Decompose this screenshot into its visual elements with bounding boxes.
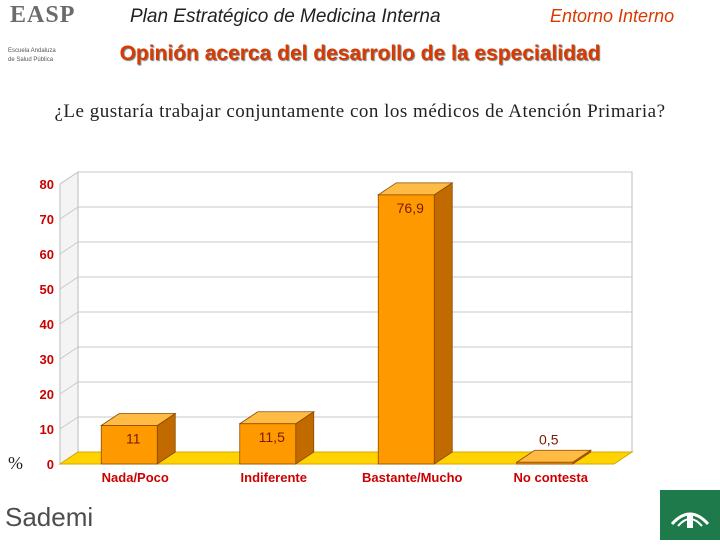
y-tick-label: 30: [40, 352, 54, 367]
easp-logo-line2: de Salud Pública: [8, 57, 54, 63]
y-tick-label: 0: [47, 457, 54, 472]
bar-side: [433, 182, 453, 465]
gridline-side: [59, 311, 79, 325]
bar: [100, 425, 158, 465]
gridline-side: [59, 241, 79, 255]
data-label: 11,5: [259, 429, 285, 445]
gridline-side: [59, 416, 79, 430]
easp-logo-line1: Escuela Andaluza: [8, 48, 56, 54]
data-label: 0,5: [539, 431, 559, 447]
x-tick-label: Nada/Poco: [102, 470, 169, 485]
y-tick-label: 20: [40, 387, 54, 402]
y-unit-label: %: [8, 453, 23, 473]
junta-emblem-icon: [660, 490, 720, 540]
x-tick-label: Indiferente: [241, 470, 307, 485]
data-label: 76,9: [397, 200, 424, 216]
y-tick-label: 60: [40, 247, 54, 262]
gridline-side: [59, 276, 79, 290]
sademi-logo: Sademi: [5, 500, 115, 540]
y-tick-label: 40: [40, 317, 54, 332]
x-tick-label: No contesta: [514, 470, 589, 485]
junta-andalucia-logo: [660, 490, 720, 540]
gridline-side: [59, 346, 79, 360]
chart-question: ¿Le gustaría trabajar conjuntamente con …: [54, 101, 666, 122]
y-tick-label: 80: [40, 177, 54, 192]
gridline-side: [59, 381, 79, 395]
y-tick-label: 10: [40, 422, 54, 437]
chart-bars: [99, 182, 593, 465]
header-section: Entorno Interno: [550, 6, 675, 26]
page-title: Opinión acerca del desarrollo de la espe…: [119, 42, 601, 65]
bar: [239, 423, 297, 465]
bar: [516, 461, 574, 465]
chart-labels: 0 10 20 30 40 50 60 70 80 11 Nada/Poco 11,5 Indifere…: [40, 177, 589, 485]
easp-logo: EASP Escuela Andaluza de Salud Pública: [6, 2, 74, 66]
gridline-side: [59, 171, 79, 185]
header-title: Plan Estratégico de Medicina Interna: [130, 6, 441, 27]
y-tick-label: 50: [40, 282, 54, 297]
bar: [377, 194, 435, 465]
sademi-logo-text: Sademi: [5, 502, 94, 532]
bar-chart: 0 10 20 30 40 50 60 70 80 11 Nada/Poco 11,5 Indifere…: [40, 171, 634, 485]
y-tick-label: 70: [40, 212, 54, 227]
gridline-side: [59, 206, 79, 220]
easp-logo-text: EASP: [10, 2, 76, 28]
x-tick-label: Bastante/Mucho: [362, 470, 462, 485]
data-label: 11: [126, 431, 141, 447]
